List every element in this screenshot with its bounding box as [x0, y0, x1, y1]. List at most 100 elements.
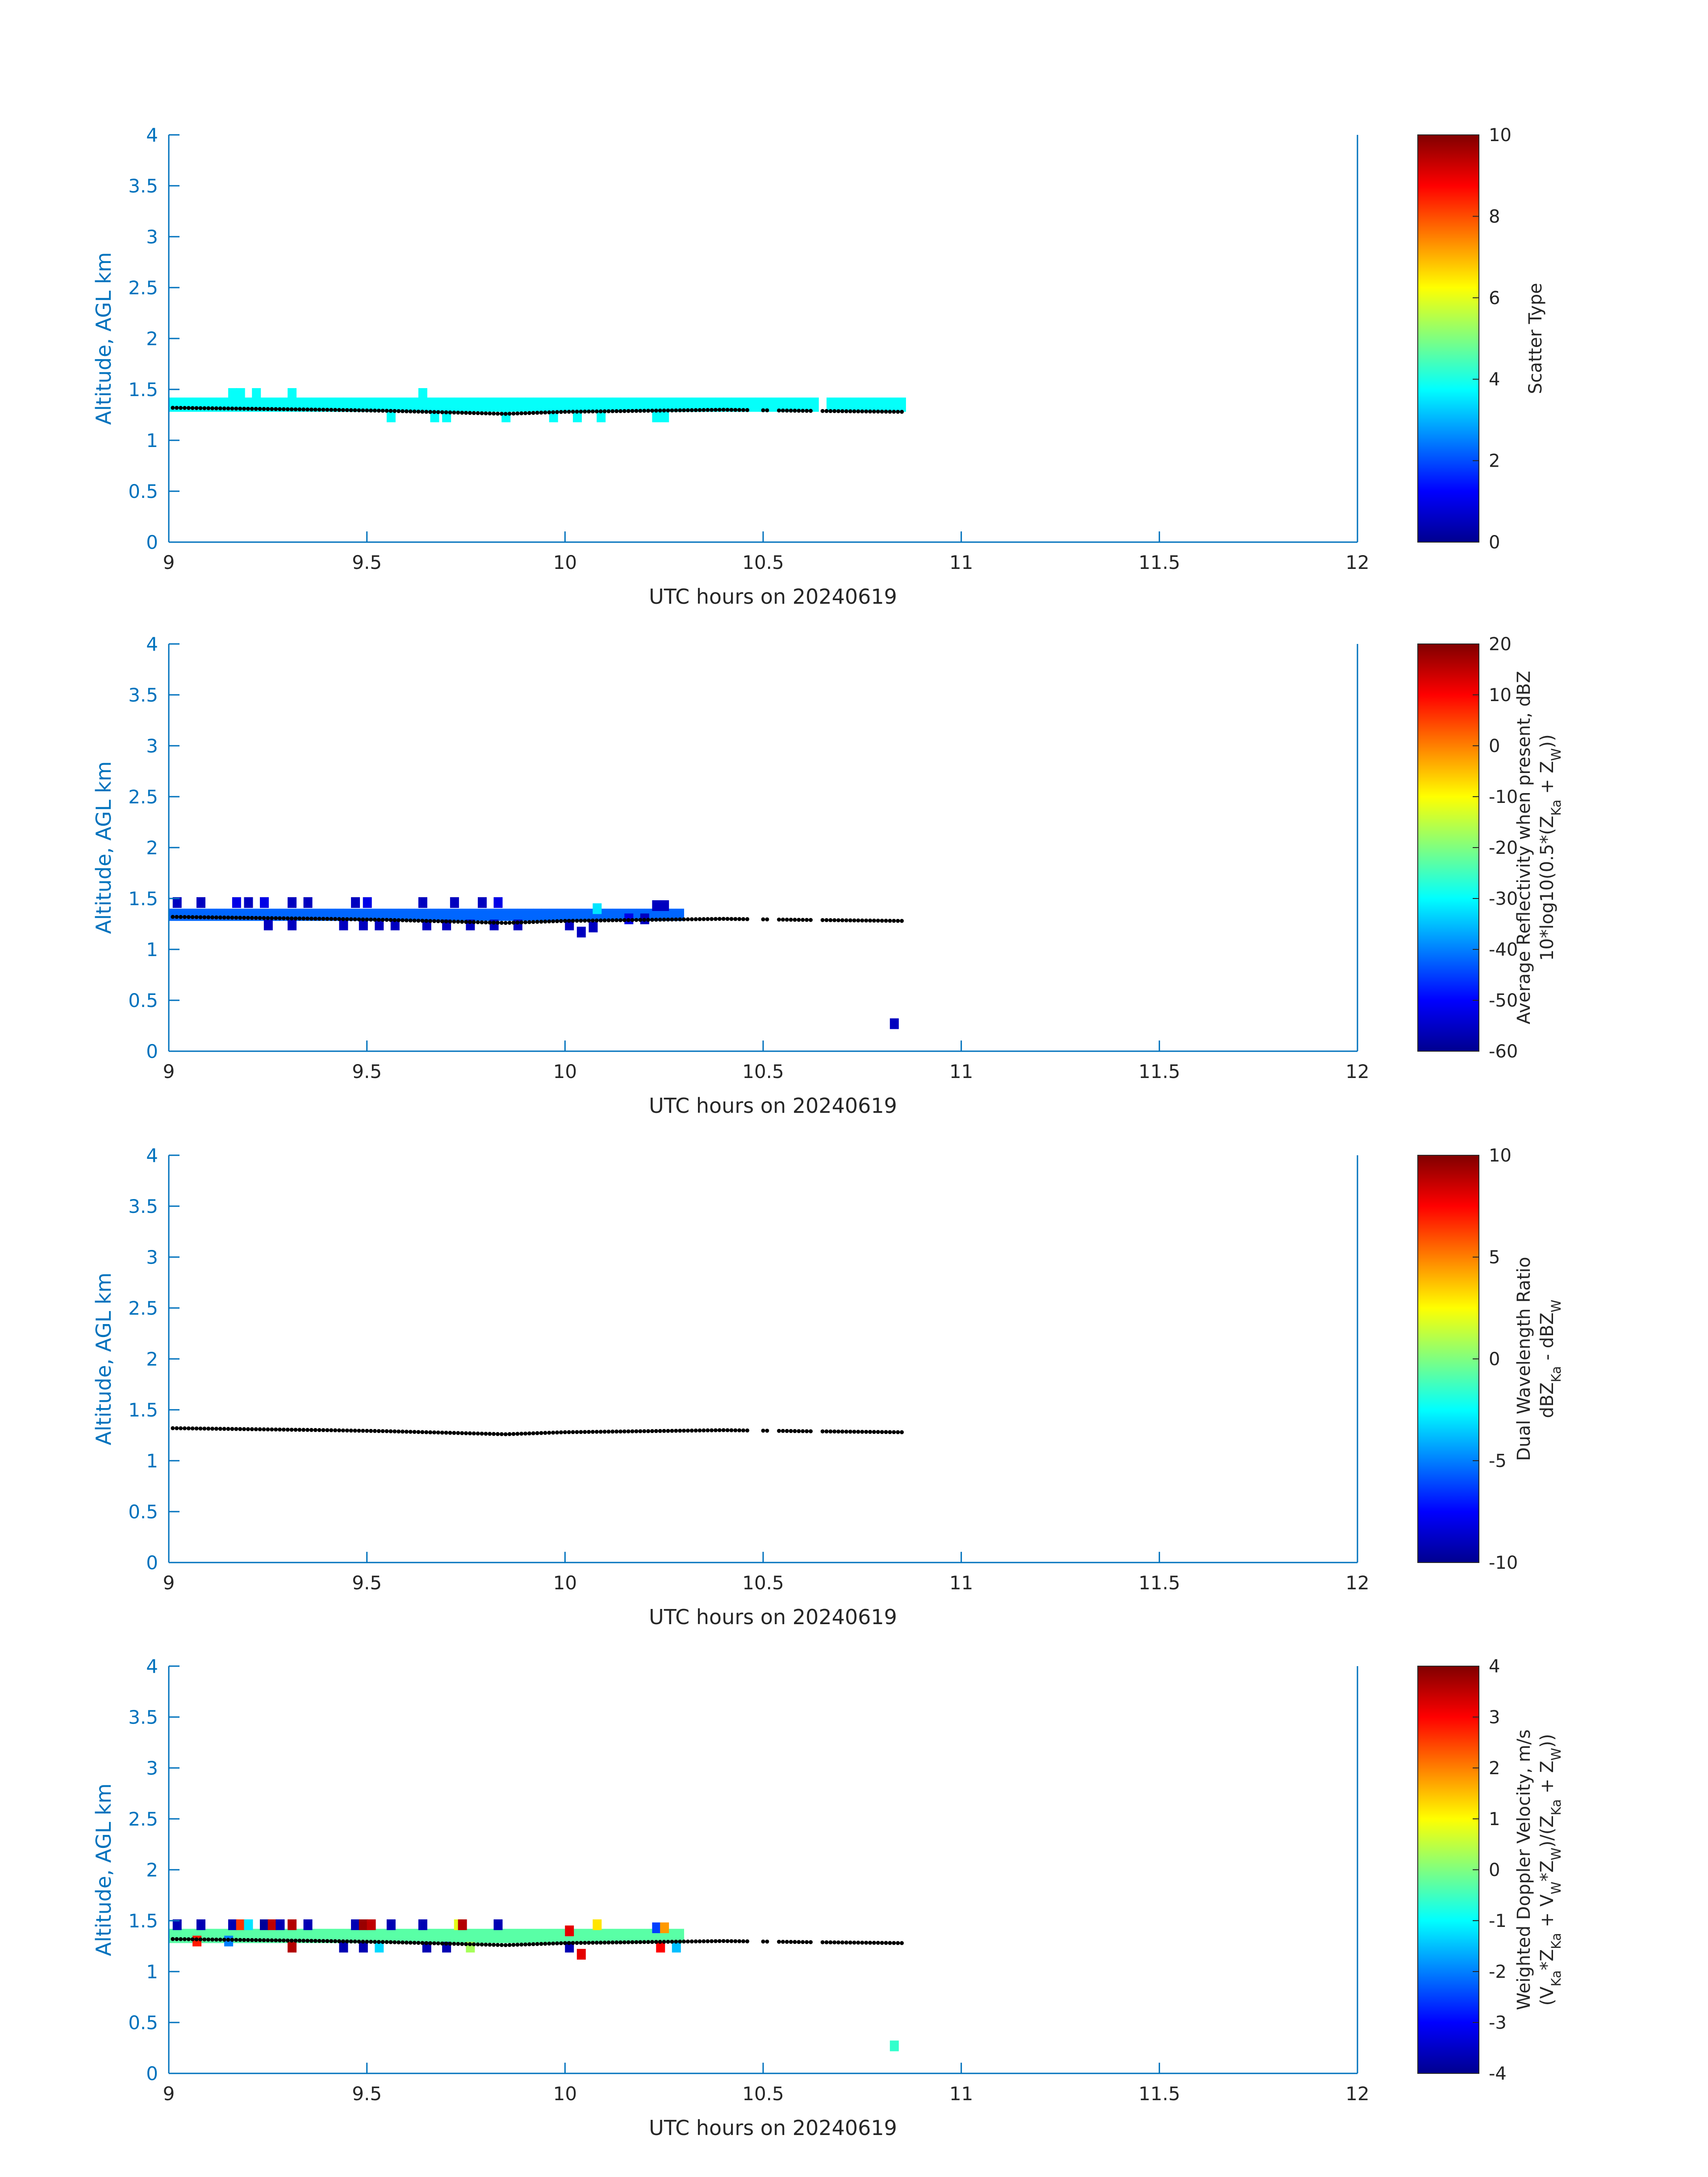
radar-pixel: [244, 1919, 253, 1930]
cloud-base-point: [666, 408, 670, 413]
y-tick-label: 3: [146, 735, 158, 757]
cloud-base-point: [682, 408, 686, 413]
cloud-base-point: [345, 1428, 349, 1433]
cloud-base-point: [250, 1938, 254, 1942]
cloud-base-point: [860, 1429, 864, 1434]
radar-pixel: [589, 921, 598, 932]
radar-pixel: [418, 388, 427, 399]
radar-layer-cell: [866, 397, 874, 412]
cloud-base-point: [274, 1938, 278, 1943]
radar-pixel: [660, 900, 669, 911]
colorbar-label: Dual Wavelength Ratio: [1514, 1257, 1534, 1461]
cloud-base-point: [305, 1939, 310, 1943]
radar-layer-cell: [319, 1929, 328, 1943]
cloud-base-point: [301, 916, 306, 921]
cloud-base-point: [499, 411, 504, 416]
cloud-base-point: [440, 919, 444, 923]
cloud-base-point: [884, 409, 888, 414]
cloud-base-point: [234, 1938, 238, 1942]
colorbar-tick-label: -10: [1489, 787, 1518, 807]
cloud-base-point: [460, 1431, 464, 1435]
cloud-base-point: [254, 1938, 258, 1943]
cloud-base-point: [317, 1939, 322, 1943]
cloud-base-point: [309, 407, 313, 412]
cloud-base-point: [507, 1943, 512, 1947]
cloud-base-point: [844, 918, 848, 923]
cloud-base-point: [175, 1426, 179, 1430]
cloud-base-point: [444, 919, 448, 923]
cloud-base-point: [864, 1429, 869, 1434]
cloud-base-point: [598, 918, 603, 923]
cloud-base-point: [289, 916, 294, 921]
cloud-base-point: [420, 1941, 425, 1945]
cloud-base-point: [733, 408, 738, 412]
cloud-base-point: [372, 1429, 377, 1433]
radar-pixel: [228, 388, 237, 399]
colorbar-tick-label: 2: [1489, 451, 1500, 472]
radar-layer-cell: [644, 1929, 653, 1943]
cloud-base-point: [761, 917, 765, 922]
cloud-base-point: [476, 1942, 480, 1947]
y-axis-label: Altitude, AGL km: [92, 252, 116, 425]
cloud-base-point: [285, 407, 290, 411]
cloud-base-point: [171, 915, 175, 919]
cloud-base-point: [896, 1941, 900, 1945]
cloud-base-point: [571, 409, 575, 414]
cloud-base-point: [706, 1939, 710, 1943]
cloud-base-point: [198, 1937, 203, 1942]
radar-layer-cell: [834, 397, 843, 412]
radar-layer-cell: [454, 908, 463, 921]
radar-layer-cell: [478, 397, 486, 412]
cloud-base-point: [714, 1939, 718, 1943]
cloud-base-point: [194, 1937, 199, 1942]
cloud-base-point: [674, 917, 678, 922]
radar-layer-cell: [628, 1929, 637, 1943]
cloud-base-point: [460, 410, 464, 415]
cloud-base-point: [527, 1431, 531, 1436]
cloud-base-point: [539, 1431, 543, 1435]
radar-layer-cell: [478, 908, 486, 921]
cloud-base-point: [741, 917, 746, 921]
radar-layer-cell: [605, 1929, 613, 1943]
cloud-base-point: [658, 1429, 662, 1433]
cloud-base-point: [250, 1427, 254, 1431]
cloud-base-point: [725, 1428, 730, 1433]
colorbar-tick-label: 1: [1489, 1809, 1500, 1830]
cloud-base-point: [361, 1429, 365, 1433]
colorbar-tick-label: -20: [1489, 838, 1518, 858]
cloud-base-point: [242, 915, 246, 920]
cloud-base-point: [218, 406, 222, 411]
cloud-base-point: [416, 409, 421, 414]
cloud-base-point: [274, 1427, 278, 1432]
cloud-base-point: [852, 1940, 856, 1945]
cloud-base-point: [171, 1426, 175, 1430]
cloud-base-point: [519, 1943, 524, 1947]
cloud-base-point: [218, 1427, 222, 1431]
cloud-base-point: [634, 1429, 639, 1433]
radar-layer-cell: [501, 397, 510, 412]
cloud-base-point: [598, 409, 603, 414]
cloud-base-point: [781, 1429, 785, 1433]
cloud-base-point: [777, 408, 781, 413]
cloud-base-point: [325, 917, 330, 921]
cloud-base-point: [523, 411, 528, 415]
radar-layer-cell: [335, 908, 343, 921]
cloud-base-point: [670, 917, 674, 922]
radar-layer-cell: [636, 1929, 645, 1943]
cloud-base-point: [317, 916, 322, 921]
cloud-base-point: [258, 916, 262, 920]
cloud-base-point: [876, 1430, 880, 1434]
cloud-base-point: [761, 408, 765, 413]
cloud-base-point: [721, 1428, 726, 1433]
cloud-base-point: [369, 408, 373, 413]
radar-pixel: [593, 903, 602, 914]
radar-layer-cell: [549, 1929, 558, 1943]
cloud-base-point: [262, 1938, 266, 1943]
cloud-base-point: [662, 1939, 666, 1944]
cloud-base-point: [226, 915, 230, 920]
cloud-base-point: [503, 412, 508, 416]
cloud-base-point: [480, 1942, 484, 1947]
cloud-base-point: [880, 1941, 884, 1945]
cloud-base-point: [531, 411, 535, 415]
cloud-base-point: [575, 1941, 579, 1945]
